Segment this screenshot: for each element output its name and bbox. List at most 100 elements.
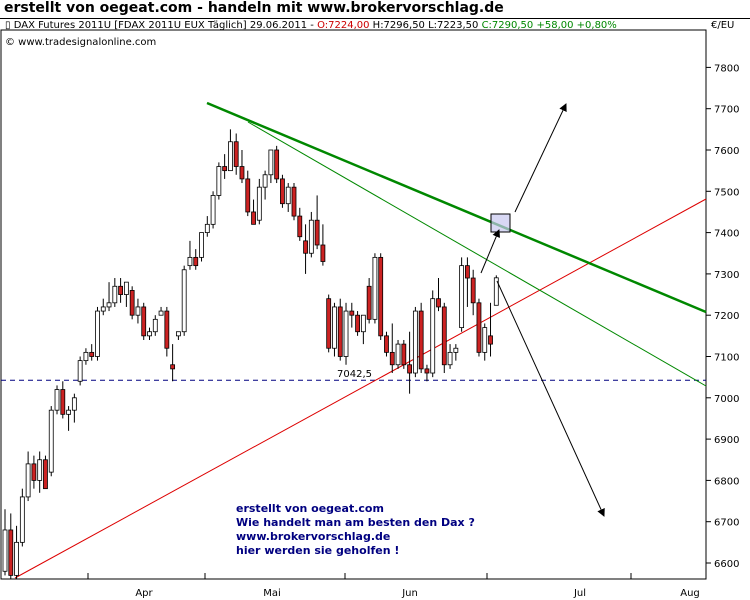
candle [95, 306, 100, 361]
candle [291, 183, 297, 221]
candle [418, 302, 424, 374]
y-tick-label: 6900 [714, 435, 739, 446]
candle-body [280, 178, 285, 205]
chart-annotation: erstellt von oegeat.com Wie handelt man … [236, 502, 475, 558]
candle-body [285, 186, 291, 205]
candle [378, 253, 384, 340]
candle [89, 344, 95, 361]
candle [216, 162, 222, 200]
candle [464, 257, 470, 307]
candle [204, 216, 210, 237]
candle [389, 323, 395, 374]
candle-body [401, 343, 407, 366]
candle-body [54, 389, 60, 411]
candle-body [418, 310, 424, 370]
candle [459, 257, 465, 332]
candle [308, 211, 314, 258]
candle-body [268, 149, 274, 176]
trend-lines: 7042,5 [1, 101, 707, 579]
support-trendline [14, 198, 707, 579]
high-low-value: H:7296,50 L:7223,50 [372, 20, 479, 31]
title-divider [0, 18, 750, 19]
candle-body [430, 298, 436, 374]
candle [8, 513, 14, 580]
candle-body [251, 211, 256, 225]
candle-body [447, 351, 453, 366]
candle-body [320, 244, 326, 262]
secondary-resistance-trendline [247, 121, 707, 387]
annotation-line-3: www.brokervorschlag.de [236, 530, 391, 543]
candle [71, 393, 77, 423]
candle [314, 195, 320, 250]
y-tick-label: 7700 [714, 105, 739, 116]
candle-body [106, 302, 112, 308]
candle-body [95, 310, 100, 357]
candle-body [488, 335, 493, 345]
candle [43, 455, 48, 490]
resistance-trendline [206, 101, 707, 314]
candle-body [291, 186, 297, 217]
candle-body [274, 149, 280, 180]
candle-body [89, 351, 95, 357]
candle [268, 149, 274, 184]
candle-body [389, 351, 395, 366]
candle-body [187, 256, 193, 267]
candle [141, 302, 147, 340]
candle-body [43, 459, 48, 490]
candle-body [407, 364, 413, 374]
candle-body [158, 310, 164, 316]
x-tick-label: Mai [263, 588, 281, 599]
candle [424, 364, 430, 382]
candle-body [118, 285, 123, 295]
candle-body [135, 306, 141, 316]
candle [412, 306, 418, 378]
y-tick-label: 7300 [714, 270, 739, 281]
candle [476, 298, 482, 357]
candle [239, 150, 245, 184]
candle-body [233, 141, 239, 167]
candle-legend-icon: ▯ [5, 20, 11, 31]
candle-body [332, 306, 337, 349]
candle [274, 145, 280, 184]
candle [326, 294, 332, 353]
candle [37, 451, 43, 493]
arrow-down [496, 280, 605, 517]
page-title: erstellt von oegeat.com - handeln mit ww… [4, 0, 504, 16]
candle-body [453, 347, 459, 353]
candle-body [83, 351, 89, 362]
candle [488, 302, 493, 357]
candle-body [378, 256, 384, 337]
candle [482, 323, 488, 361]
candle-body [147, 331, 152, 337]
candle-body [199, 232, 204, 258]
annotation-line-2: Wie handelt man am besten den Dax ? [236, 516, 475, 529]
arrow-to-box [480, 229, 500, 274]
plot-frame [0, 29, 707, 580]
candle [170, 344, 176, 382]
candle-body [141, 306, 147, 337]
candle [470, 269, 476, 316]
candle-body [395, 343, 401, 366]
candle [453, 344, 459, 361]
candle [297, 207, 303, 241]
candle-body [470, 277, 476, 304]
candle [19, 488, 25, 547]
candle [493, 275, 499, 306]
candle-body [210, 195, 216, 225]
candle [395, 339, 401, 369]
candle-body [239, 166, 245, 180]
candle [447, 344, 453, 369]
candle [100, 298, 106, 316]
candle [181, 265, 187, 336]
candle [303, 224, 308, 274]
candle [332, 302, 337, 357]
time-axis: Apr Mai Jun Jul Aug [87, 573, 700, 599]
candle [60, 381, 66, 419]
candle [441, 302, 447, 374]
candle-body [112, 285, 118, 304]
candle-body [222, 166, 228, 172]
candle-body [343, 310, 349, 357]
candle [256, 178, 262, 225]
candle-body [123, 281, 129, 295]
candle [152, 315, 158, 336]
